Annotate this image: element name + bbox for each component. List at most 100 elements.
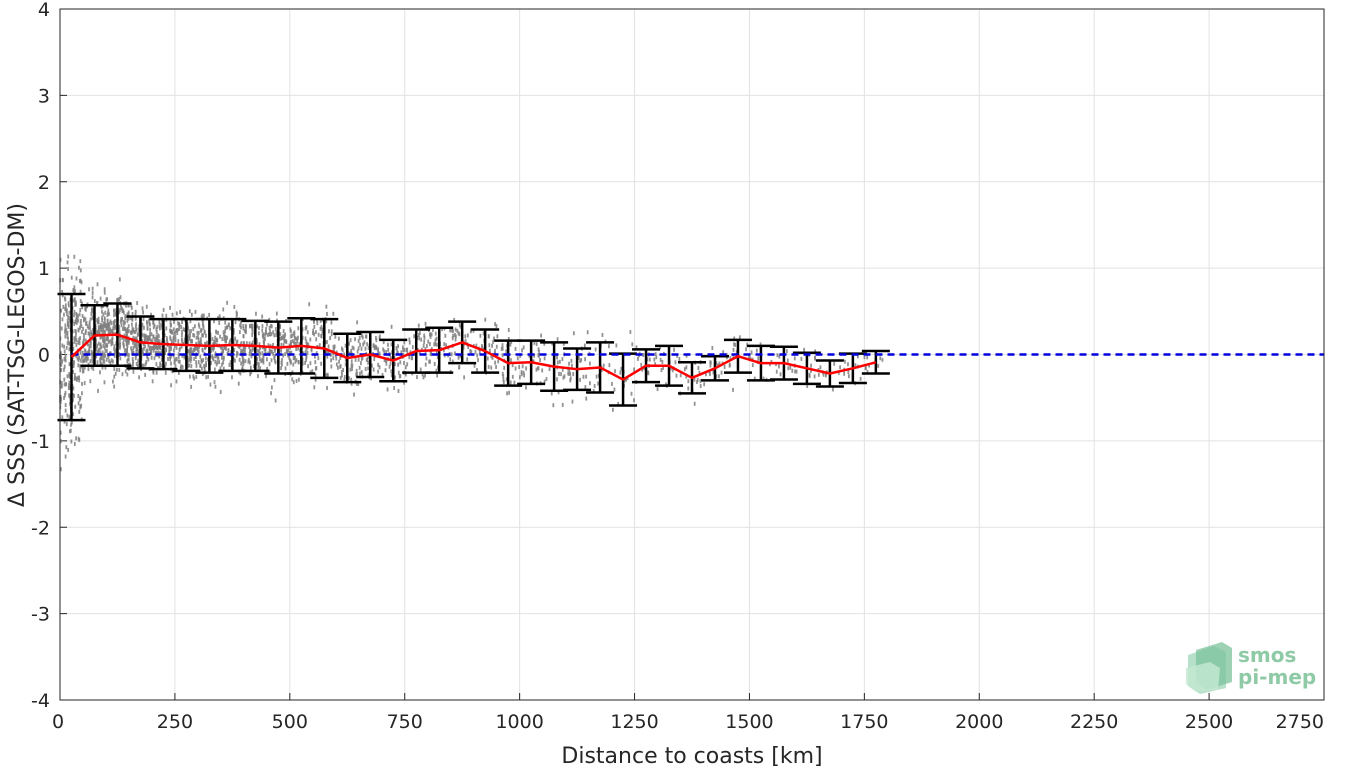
scatter-point — [364, 334, 367, 339]
scatter-point — [87, 325, 90, 330]
x-tick-label: 1500 — [725, 711, 773, 733]
scatter-point — [126, 372, 129, 377]
scatter-point — [135, 341, 138, 346]
scatter-point — [67, 301, 70, 306]
scatter-point — [181, 353, 184, 358]
scatter-point — [81, 355, 83, 360]
scatter-point — [90, 365, 93, 370]
scatter-point — [81, 391, 83, 396]
scatter-point — [147, 336, 149, 341]
scatter-point — [192, 327, 195, 332]
scatter-point — [332, 311, 335, 316]
scatter-point — [685, 374, 688, 379]
scatter-point — [585, 396, 588, 401]
scatter-point — [169, 323, 172, 328]
scatter-point — [238, 345, 241, 350]
scatter-point — [243, 328, 246, 333]
scatter-point — [79, 336, 81, 341]
scatter-point — [822, 372, 825, 377]
scatter-point — [408, 355, 411, 360]
scatter-point — [351, 367, 353, 372]
scatter-point — [188, 336, 191, 341]
scatter-point — [186, 355, 189, 360]
scatter-point — [201, 348, 204, 353]
scatter-point — [367, 345, 370, 350]
scatter-point — [167, 357, 169, 362]
scatter-point — [262, 356, 265, 361]
scatter-point — [402, 352, 405, 357]
scatter-point — [305, 357, 307, 362]
scatter-point — [270, 323, 272, 328]
scatter-point — [385, 358, 387, 363]
scatter-point — [751, 363, 754, 368]
scatter-point — [132, 327, 135, 332]
scatter-point — [221, 362, 223, 367]
scatter-point — [275, 311, 278, 316]
scatter-point — [65, 308, 68, 313]
scatter-point — [363, 340, 366, 345]
scatter-point — [79, 368, 82, 373]
scatter-point — [696, 377, 699, 382]
scatter-point — [385, 361, 388, 366]
scatter-point — [297, 359, 300, 364]
scatter-point — [168, 346, 171, 351]
scatter-point — [403, 347, 406, 352]
scatter-point — [242, 324, 245, 329]
scatter-point — [452, 333, 454, 338]
scatter-point — [123, 333, 126, 338]
scatter-point — [281, 357, 283, 362]
scatter-point — [403, 340, 406, 345]
scatter-point — [60, 308, 63, 313]
scatter-point — [182, 327, 185, 332]
scatter-point — [126, 359, 129, 364]
scatter-point — [214, 351, 217, 356]
scatter-point — [275, 333, 278, 338]
scatter-point — [377, 369, 380, 374]
scatter-point — [74, 404, 77, 409]
scatter-point — [868, 363, 871, 368]
scatter-point — [122, 310, 125, 315]
scatter-point — [160, 323, 163, 328]
scatter-point — [134, 329, 137, 334]
scatter-point — [330, 364, 333, 369]
scatter-point — [561, 402, 564, 407]
scatter-point — [201, 372, 204, 377]
scatter-point — [103, 359, 106, 364]
scatter-point — [297, 377, 300, 382]
scatter-point — [219, 366, 222, 371]
scatter-point — [429, 334, 432, 339]
scatter-point — [101, 338, 104, 343]
scatter-point — [78, 265, 80, 270]
scatter-point — [152, 369, 155, 374]
scatter-point — [72, 298, 75, 303]
scatter-point — [593, 384, 596, 389]
scatter-point — [457, 355, 460, 360]
scatter-point — [213, 319, 215, 324]
scatter-point — [432, 327, 434, 332]
scatter-point — [154, 343, 157, 348]
scatter-point — [77, 376, 80, 381]
scatter-point — [328, 329, 330, 334]
scatter-point — [77, 340, 80, 345]
scatter-point — [295, 347, 298, 352]
scatter-point — [647, 370, 649, 375]
scatter-point — [89, 344, 92, 349]
scatter-point — [67, 303, 70, 308]
scatter-point — [201, 333, 203, 338]
scatter-point — [84, 328, 87, 333]
scatter-point — [272, 351, 275, 356]
scatter-point — [426, 343, 428, 348]
scatter-point — [70, 420, 73, 425]
scatter-point — [263, 341, 266, 346]
scatter-point — [357, 382, 360, 387]
scatter-point — [150, 332, 153, 337]
scatter-point — [188, 357, 191, 362]
scatter-point — [608, 344, 610, 349]
scatter-point — [73, 372, 76, 377]
scatter-point — [354, 337, 356, 342]
scatter-point — [219, 389, 222, 394]
scatter-point — [267, 343, 270, 348]
scatter-point — [83, 358, 86, 363]
scatter-point — [181, 329, 183, 334]
scatter-point — [203, 363, 206, 368]
